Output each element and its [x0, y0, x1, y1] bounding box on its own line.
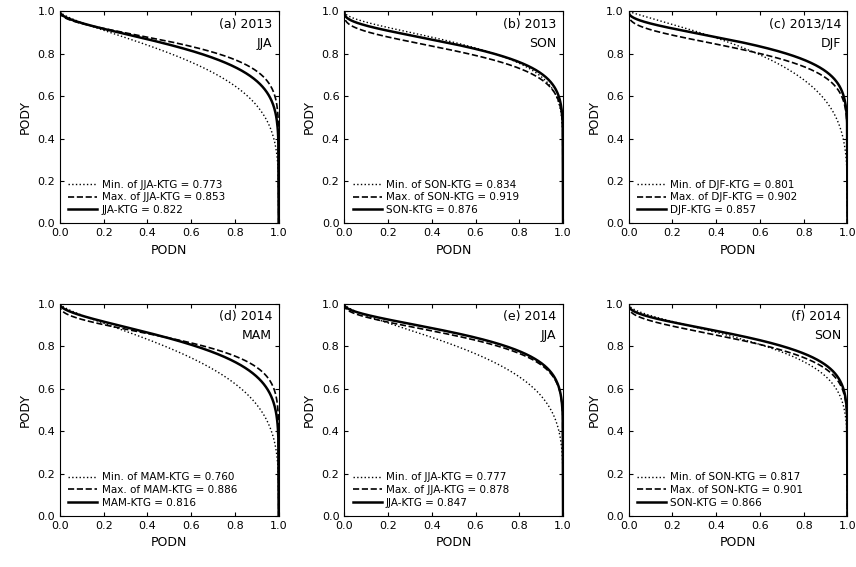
Y-axis label: PODY: PODY — [19, 100, 32, 134]
Text: JJA: JJA — [541, 329, 556, 342]
Y-axis label: PODY: PODY — [303, 393, 316, 427]
Legend: Min. of SON-KTG = 0.834, Max. of SON-KTG = 0.919, SON-KTG = 0.876: Min. of SON-KTG = 0.834, Max. of SON-KTG… — [349, 177, 522, 218]
Text: SON: SON — [813, 329, 841, 342]
Legend: Min. of JJA-KTG = 0.773, Max. of JJA-KTG = 0.853, JJA-KTG = 0.822: Min. of JJA-KTG = 0.773, Max. of JJA-KTG… — [65, 177, 228, 218]
Y-axis label: PODY: PODY — [587, 393, 601, 427]
X-axis label: PODN: PODN — [720, 536, 756, 549]
Text: SON: SON — [529, 37, 556, 50]
Text: (a) 2013: (a) 2013 — [219, 18, 272, 31]
Legend: Min. of JJA-KTG = 0.777, Max. of JJA-KTG = 0.878, JJA-KTG = 0.847: Min. of JJA-KTG = 0.777, Max. of JJA-KTG… — [349, 469, 513, 511]
Text: (f) 2014: (f) 2014 — [791, 310, 841, 323]
Text: (e) 2014: (e) 2014 — [503, 310, 556, 323]
Text: DJF: DJF — [821, 37, 841, 50]
Y-axis label: PODY: PODY — [19, 393, 32, 427]
Text: (b) 2013: (b) 2013 — [503, 18, 556, 31]
Text: (c) 2013/14: (c) 2013/14 — [769, 18, 841, 31]
Y-axis label: PODY: PODY — [587, 100, 601, 134]
X-axis label: PODN: PODN — [436, 536, 472, 549]
Text: (d) 2014: (d) 2014 — [219, 310, 272, 323]
Text: JJA: JJA — [257, 37, 272, 50]
X-axis label: PODN: PODN — [720, 244, 756, 257]
Y-axis label: PODY: PODY — [303, 100, 316, 134]
Legend: Min. of MAM-KTG = 0.760, Max. of MAM-KTG = 0.886, MAM-KTG = 0.816: Min. of MAM-KTG = 0.760, Max. of MAM-KTG… — [65, 469, 240, 511]
X-axis label: PODN: PODN — [436, 244, 472, 257]
Text: MAM: MAM — [242, 329, 272, 342]
Legend: Min. of DJF-KTG = 0.801, Max. of DJF-KTG = 0.902, DJF-KTG = 0.857: Min. of DJF-KTG = 0.801, Max. of DJF-KTG… — [634, 177, 800, 218]
X-axis label: PODN: PODN — [152, 536, 187, 549]
X-axis label: PODN: PODN — [152, 244, 187, 257]
Legend: Min. of SON-KTG = 0.817, Max. of SON-KTG = 0.901, SON-KTG = 0.866: Min. of SON-KTG = 0.817, Max. of SON-KTG… — [634, 469, 806, 511]
